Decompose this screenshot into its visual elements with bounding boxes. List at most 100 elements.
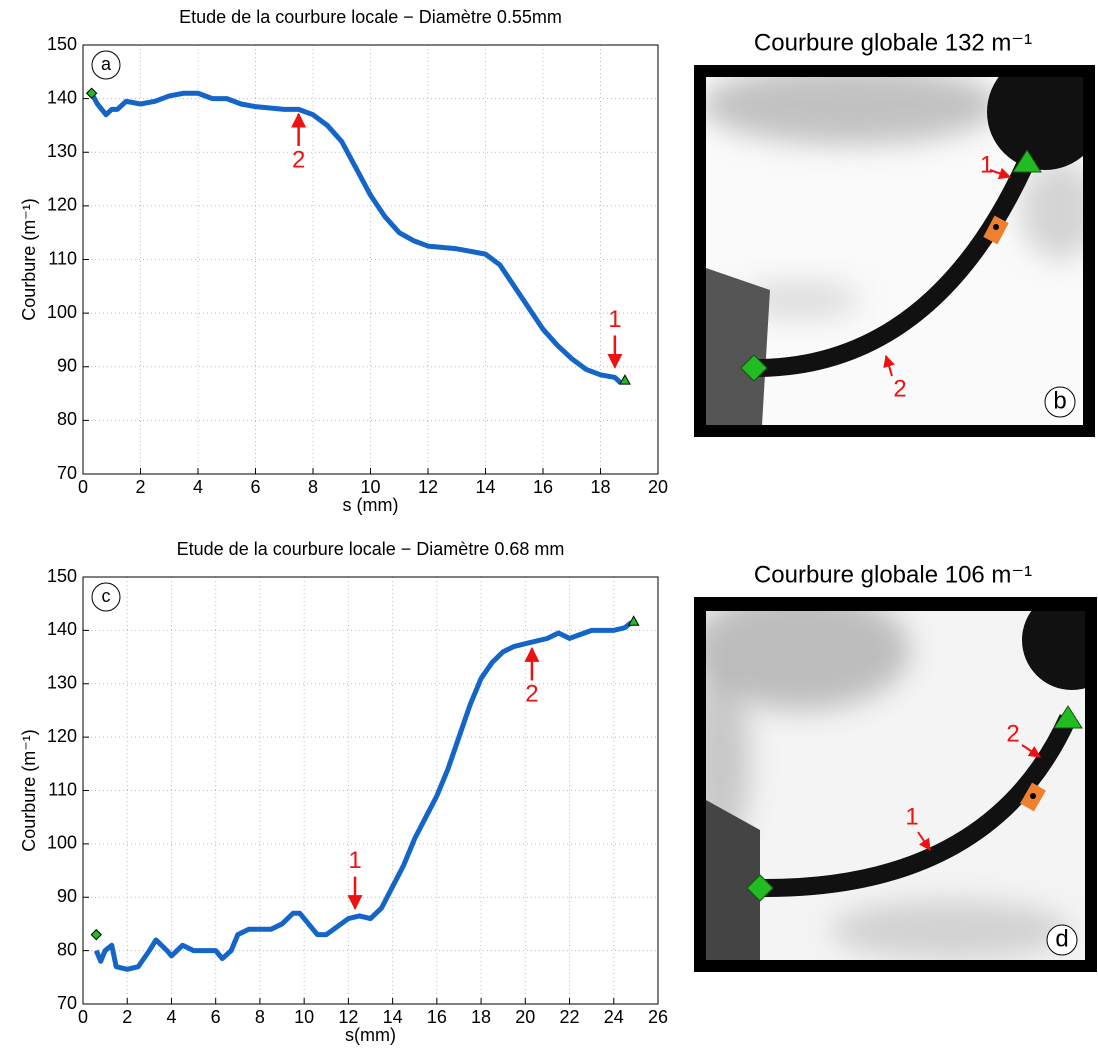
y-tick-label: 70 [57, 463, 77, 483]
panel-label: b [1053, 387, 1066, 414]
panel-label: d [1055, 925, 1068, 952]
y-tick-label: 90 [57, 356, 77, 376]
panel-circle [91, 50, 121, 80]
x-tick-label: 18 [590, 477, 610, 497]
y-tick-label: 100 [47, 833, 77, 853]
y-tick-label: 110 [48, 779, 77, 799]
panel-label: c [102, 586, 111, 606]
y-axis-label: Courbure (m⁻¹) [19, 729, 39, 852]
line [93, 620, 634, 972]
y-tick-label: 110 [48, 248, 77, 268]
diamond-marker [90, 928, 102, 941]
smudge [706, 670, 750, 850]
plot-area [83, 577, 658, 1004]
panel-circle [1046, 924, 1078, 956]
x-tick-label: 12 [418, 477, 438, 497]
diamond-marker [746, 874, 774, 902]
y-tick-label: 90 [57, 886, 77, 906]
y-tick-label: 120 [47, 726, 77, 746]
smudge [830, 900, 1070, 960]
y-axis-label: Courbure (m⁻¹) [19, 198, 39, 321]
x-axis-label: s(mm) [345, 1025, 396, 1045]
y-tick-label: 140 [47, 619, 77, 639]
annotation: 2 [1006, 720, 1019, 747]
panel-label: a [101, 54, 112, 74]
ball [1022, 611, 1085, 690]
smudge [706, 77, 1000, 145]
y-tick-label: 120 [47, 195, 77, 215]
x-tick-label: 16 [533, 477, 553, 497]
annotation: 1 [608, 306, 621, 333]
x-tick-label: 2 [122, 1007, 132, 1027]
ball [987, 77, 1083, 170]
annotation: 2 [893, 375, 906, 402]
y-tick-label: 150 [47, 34, 77, 54]
arrow [883, 354, 895, 377]
dot [1030, 793, 1036, 799]
annotation: 1 [980, 151, 993, 178]
triangle-marker [619, 374, 631, 385]
x-tick-label: 8 [255, 1007, 265, 1027]
image-title: Courbure globale 106 m⁻¹ [754, 561, 1032, 588]
annotation: 1 [905, 803, 918, 830]
y-tick-label: 150 [47, 566, 77, 586]
diamond-marker [740, 354, 768, 382]
dot [993, 224, 999, 230]
smudge [706, 611, 910, 710]
y-tick-label: 130 [47, 673, 77, 693]
x-tick-label: 2 [135, 477, 145, 497]
x-tick-label: 0 [78, 477, 88, 497]
x-tick-label: 20 [515, 1007, 535, 1027]
photo-panel: Courbure globale 106 m⁻¹ 2 1 d [694, 561, 1097, 972]
diamond-marker [85, 87, 98, 99]
y-tick-label: 80 [57, 939, 77, 959]
triangle-marker [1053, 705, 1083, 729]
x-tick-label: 18 [471, 1007, 491, 1027]
x-tick-label: 24 [604, 1007, 624, 1027]
tube [759, 714, 1077, 898]
axes-box [82, 44, 659, 475]
triangle-marker [1012, 149, 1042, 173]
axes-box [82, 576, 659, 1005]
y-tick-label: 140 [47, 87, 77, 107]
arrow [917, 831, 931, 851]
x-tick-label: 14 [475, 477, 495, 497]
y-tick-label: 80 [57, 409, 77, 429]
arrow [1021, 744, 1041, 758]
x-tick-label: 22 [560, 1007, 580, 1027]
x-tick-label: 12 [338, 1007, 358, 1027]
line [89, 90, 623, 385]
y-tick-label: 100 [47, 302, 77, 322]
chart-title: Etude de la courbure locale − Diamètre 0… [179, 7, 562, 27]
x-tick-label: 20 [648, 477, 668, 497]
y-tick-label: 130 [47, 141, 77, 161]
tube [751, 161, 1034, 378]
annotation: 2 [292, 146, 305, 173]
panel-circle [1044, 386, 1076, 418]
chart-title: Etude de la courbure locale − Diamètre 0… [177, 539, 565, 559]
plot-area [83, 45, 658, 474]
clamp [706, 800, 760, 960]
x-tick-label: 26 [648, 1007, 668, 1027]
x-tick-label: 6 [250, 477, 260, 497]
x-tick-label: 16 [427, 1007, 447, 1027]
x-tick-label: 6 [211, 1007, 221, 1027]
x-tick-label: 8 [308, 477, 318, 497]
image-title: Courbure globale 132 m⁻¹ [754, 29, 1032, 56]
triangle-marker [627, 615, 640, 626]
x-axis-label: s (mm) [343, 495, 399, 515]
arrow [989, 167, 1012, 180]
x-tick-label: 4 [193, 477, 203, 497]
x-tick-label: 14 [383, 1007, 403, 1027]
photo-panel: Courbure globale 132 m⁻¹ 1 2 b [694, 29, 1095, 437]
smudge [1020, 160, 1083, 260]
annotation: 1 [348, 847, 361, 874]
panel-circle [91, 582, 121, 612]
x-tick-label: 0 [78, 1007, 88, 1027]
y-tick-label: 70 [57, 993, 77, 1013]
x-tick-label: 10 [360, 477, 380, 497]
x-tick-label: 10 [294, 1007, 314, 1027]
x-tick-label: 4 [166, 1007, 176, 1027]
